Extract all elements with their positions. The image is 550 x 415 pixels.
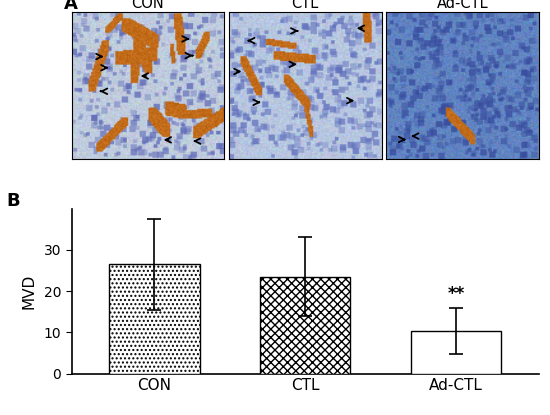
Y-axis label: MVD: MVD bbox=[21, 273, 36, 309]
Text: B: B bbox=[6, 192, 20, 210]
Title: Ad-CTL: Ad-CTL bbox=[437, 0, 488, 11]
Text: A: A bbox=[64, 0, 78, 13]
Bar bbox=[260, 276, 350, 374]
Title: CON: CON bbox=[131, 0, 164, 11]
Text: **: ** bbox=[448, 286, 465, 303]
Bar bbox=[411, 331, 501, 374]
Bar bbox=[109, 264, 200, 374]
Title: CTL: CTL bbox=[292, 0, 319, 11]
